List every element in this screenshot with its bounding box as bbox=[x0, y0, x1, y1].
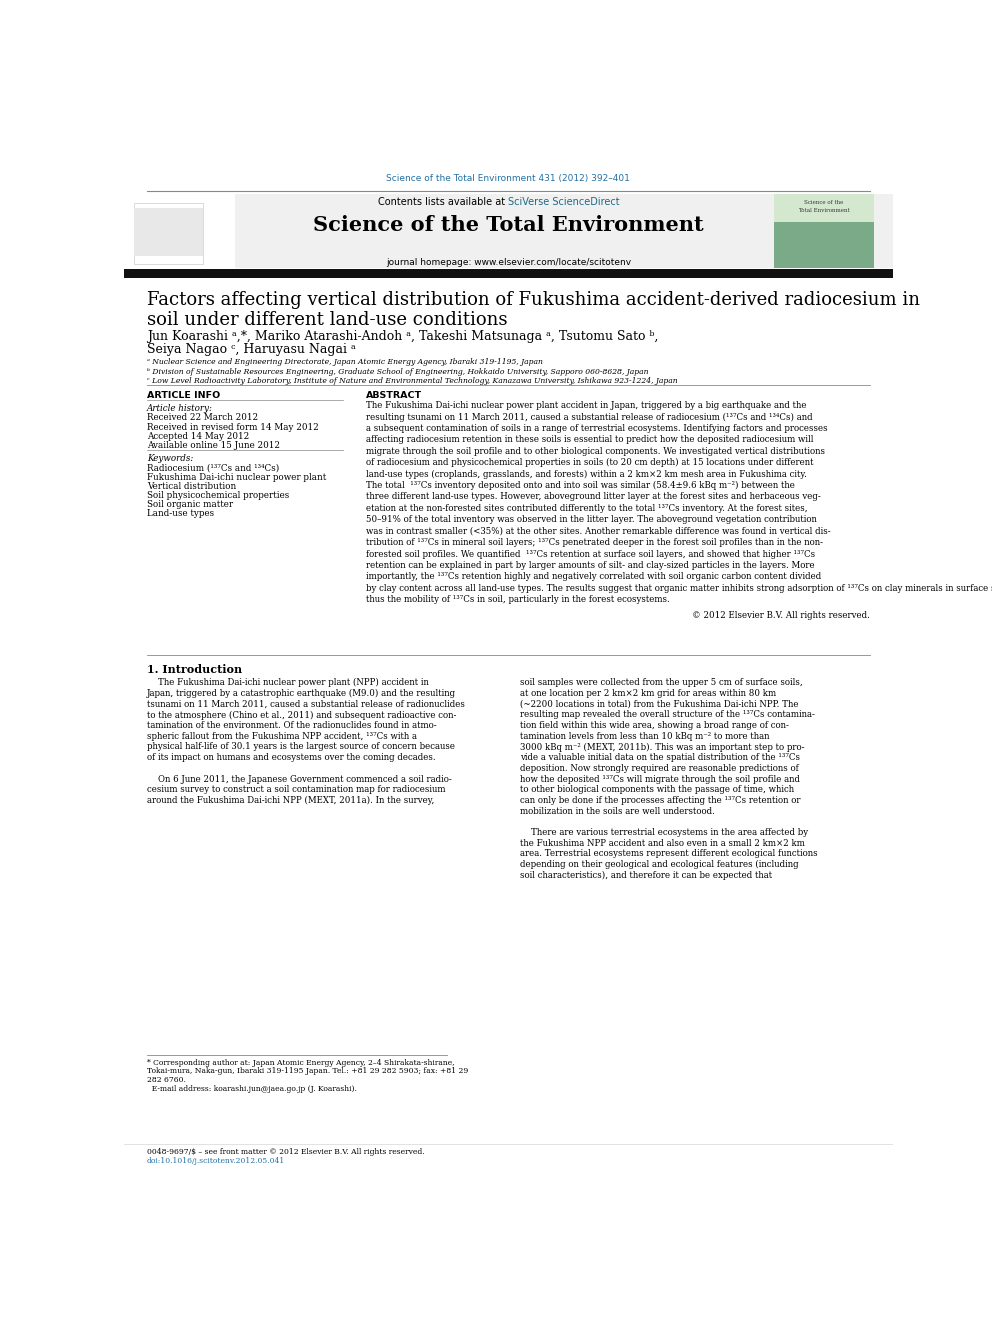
Text: Soil organic matter: Soil organic matter bbox=[147, 500, 233, 509]
Text: to other biological components with the passage of time, which: to other biological components with the … bbox=[520, 786, 794, 794]
Text: cesium survey to construct a soil contamination map for radiocesium: cesium survey to construct a soil contam… bbox=[147, 786, 445, 794]
Text: 0048-9697/$ – see front matter © 2012 Elsevier B.V. All rights reserved.: 0048-9697/$ – see front matter © 2012 El… bbox=[147, 1148, 425, 1156]
Text: the Fukushima NPP accident and also even in a small 2 km×2 km: the Fukushima NPP accident and also even… bbox=[520, 839, 805, 848]
Text: area. Terrestrial ecosystems represent different ecological functions: area. Terrestrial ecosystems represent d… bbox=[520, 849, 817, 859]
Text: Japan, triggered by a catastrophic earthquake (M9.0) and the resulting: Japan, triggered by a catastrophic earth… bbox=[147, 689, 456, 699]
Text: of its impact on humans and ecosystems over the coming decades.: of its impact on humans and ecosystems o… bbox=[147, 753, 435, 762]
Text: Received in revised form 14 May 2012: Received in revised form 14 May 2012 bbox=[147, 422, 318, 431]
Text: affecting radiocesium retention in these soils is essential to predict how the d: affecting radiocesium retention in these… bbox=[366, 435, 813, 445]
Text: Available online 15 June 2012: Available online 15 June 2012 bbox=[147, 441, 280, 450]
Text: Science of the: Science of the bbox=[804, 200, 843, 205]
Text: tion field within this wide area, showing a broad range of con-: tion field within this wide area, showin… bbox=[520, 721, 789, 730]
Text: a subsequent contamination of soils in a range of terrestrial ecosystems. Identi: a subsequent contamination of soils in a… bbox=[366, 425, 827, 433]
Text: was in contrast smaller (<35%) at the other sites. Another remarkable difference: was in contrast smaller (<35%) at the ot… bbox=[366, 527, 830, 536]
Text: Vertical distribution: Vertical distribution bbox=[147, 482, 236, 491]
Text: (~2200 locations in total) from the Fukushima Dai-ichi NPP. The: (~2200 locations in total) from the Fuku… bbox=[520, 700, 799, 709]
Text: forested soil profiles. We quantified  ¹³⁷Cs retention at surface soil layers, a: forested soil profiles. We quantified ¹³… bbox=[366, 549, 815, 558]
Text: around the Fukushima Dai-ichi NPP (MEXT, 2011a). In the survey,: around the Fukushima Dai-ichi NPP (MEXT,… bbox=[147, 796, 434, 806]
Text: 50–91% of the total inventory was observed in the litter layer. The aboveground : 50–91% of the total inventory was observ… bbox=[366, 515, 817, 524]
Text: mobilization in the soils are well understood.: mobilization in the soils are well under… bbox=[520, 807, 715, 816]
Text: Land-use types: Land-use types bbox=[147, 509, 214, 519]
Bar bbox=[124, 269, 893, 278]
Text: etation at the non-forested sites contributed differently to the total ¹³⁷Cs inv: etation at the non-forested sites contri… bbox=[366, 504, 807, 513]
Text: tsunami on 11 March 2011, caused a substantial release of radionuclides: tsunami on 11 March 2011, caused a subst… bbox=[147, 700, 465, 709]
Text: Total Environment: Total Environment bbox=[798, 208, 849, 213]
Text: Soil physicochemical properties: Soil physicochemical properties bbox=[147, 491, 290, 500]
Text: deposition. Now strongly required are reasonable predictions of: deposition. Now strongly required are re… bbox=[520, 763, 799, 773]
Text: There are various terrestrial ecosystems in the area affected by: There are various terrestrial ecosystems… bbox=[520, 828, 808, 837]
Text: tamination levels from less than 10 kBq m⁻² to more than: tamination levels from less than 10 kBq … bbox=[520, 732, 770, 741]
Text: soil characteristics), and therefore it can be expected that: soil characteristics), and therefore it … bbox=[520, 871, 772, 880]
Text: Radiocesium (¹³⁷Cs and ¹³⁴Cs): Radiocesium (¹³⁷Cs and ¹³⁴Cs) bbox=[147, 463, 280, 472]
Text: how the deposited ¹³⁷Cs will migrate through the soil profile and: how the deposited ¹³⁷Cs will migrate thr… bbox=[520, 774, 800, 783]
Text: Factors affecting vertical distribution of Fukushima accident-derived radiocesiu: Factors affecting vertical distribution … bbox=[147, 291, 920, 310]
Text: tribution of ¹³⁷Cs in mineral soil layers; ¹³⁷Cs penetrated deeper in the forest: tribution of ¹³⁷Cs in mineral soil layer… bbox=[366, 538, 823, 548]
Text: retention can be explained in part by larger amounts of silt- and clay-sized par: retention can be explained in part by la… bbox=[366, 561, 814, 570]
Text: at one location per 2 km×2 km grid for areas within 80 km: at one location per 2 km×2 km grid for a… bbox=[520, 689, 776, 699]
Text: Received 22 March 2012: Received 22 March 2012 bbox=[147, 413, 258, 422]
Text: Fukushima Dai-ichi nuclear power plant: Fukushima Dai-ichi nuclear power plant bbox=[147, 472, 326, 482]
Text: resulting map revealed the overall structure of the ¹³⁷Cs contamina-: resulting map revealed the overall struc… bbox=[520, 710, 814, 720]
Text: ARTICLE INFO: ARTICLE INFO bbox=[147, 392, 220, 400]
Text: E-mail address: koarashi.jun@jaea.go.jp (J. Koarashi).: E-mail address: koarashi.jun@jaea.go.jp … bbox=[147, 1085, 357, 1093]
Text: Science of the Total Environment: Science of the Total Environment bbox=[313, 214, 703, 234]
Bar bbox=[124, 194, 893, 267]
Text: Science of the Total Environment 431 (2012) 392–401: Science of the Total Environment 431 (20… bbox=[387, 175, 630, 183]
Bar bbox=[134, 202, 203, 263]
Text: to the atmosphere (Chino et al., 2011) and subsequent radioactive con-: to the atmosphere (Chino et al., 2011) a… bbox=[147, 710, 456, 720]
Text: © 2012 Elsevier B.V. All rights reserved.: © 2012 Elsevier B.V. All rights reserved… bbox=[691, 611, 870, 619]
Text: tamination of the environment. Of the radionuclides found in atmo-: tamination of the environment. Of the ra… bbox=[147, 721, 436, 730]
Text: physical half-life of 30.1 years is the largest source of concern because: physical half-life of 30.1 years is the … bbox=[147, 742, 455, 751]
Text: 1. Introduction: 1. Introduction bbox=[147, 664, 242, 675]
Text: The Fukushima Dai-ichi nuclear power plant accident in Japan, triggered by a big: The Fukushima Dai-ichi nuclear power pla… bbox=[366, 401, 806, 410]
Text: ᵃ Nuclear Science and Engineering Directorate, Japan Atomic Energy Agency, Ibara: ᵃ Nuclear Science and Engineering Direct… bbox=[147, 359, 543, 366]
Text: journal homepage: www.elsevier.com/locate/scitotenv: journal homepage: www.elsevier.com/locat… bbox=[386, 258, 631, 266]
Text: SciVerse ScienceDirect: SciVerse ScienceDirect bbox=[509, 197, 620, 208]
Text: * Corresponding author at: Japan Atomic Energy Agency, 2–4 Shirakata-shirane,: * Corresponding author at: Japan Atomic … bbox=[147, 1060, 454, 1068]
Text: Article history:: Article history: bbox=[147, 405, 213, 413]
Bar bbox=[124, 194, 235, 267]
Text: doi:10.1016/j.scitotenv.2012.05.041: doi:10.1016/j.scitotenv.2012.05.041 bbox=[147, 1158, 286, 1166]
Text: importantly, the ¹³⁷Cs retention highly and negatively correlated with soil orga: importantly, the ¹³⁷Cs retention highly … bbox=[366, 573, 821, 581]
Text: ELSEVIER: ELSEVIER bbox=[148, 232, 188, 239]
Text: Accepted 14 May 2012: Accepted 14 May 2012 bbox=[147, 431, 249, 441]
Text: 282 6760.: 282 6760. bbox=[147, 1076, 186, 1084]
Text: Tokai-mura, Naka-gun, Ibaraki 319-1195 Japan. Tel.: +81 29 282 5903; fax: +81 29: Tokai-mura, Naka-gun, Ibaraki 319-1195 J… bbox=[147, 1068, 468, 1076]
Text: thus the mobility of ¹³⁷Cs in soil, particularly in the forest ecosystems.: thus the mobility of ¹³⁷Cs in soil, part… bbox=[366, 595, 670, 605]
Text: land-use types (croplands, grasslands, and forests) within a 2 km×2 km mesh area: land-use types (croplands, grasslands, a… bbox=[366, 470, 807, 479]
Text: three different land-use types. However, aboveground litter layer at the forest : three different land-use types. However,… bbox=[366, 492, 821, 501]
Text: can only be done if the processes affecting the ¹³⁷Cs retention or: can only be done if the processes affect… bbox=[520, 796, 801, 804]
Text: vide a valuable initial data on the spatial distribution of the ¹³⁷Cs: vide a valuable initial data on the spat… bbox=[520, 753, 800, 762]
Text: Contents lists available at: Contents lists available at bbox=[378, 197, 509, 208]
Text: Keywords:: Keywords: bbox=[147, 454, 193, 463]
Text: 3000 kBq m⁻² (MEXT, 2011b). This was an important step to pro-: 3000 kBq m⁻² (MEXT, 2011b). This was an … bbox=[520, 742, 805, 751]
Text: migrate through the soil profile and to other biological components. We investig: migrate through the soil profile and to … bbox=[366, 447, 825, 456]
Text: spheric fallout from the Fukushima NPP accident, ¹³⁷Cs with a: spheric fallout from the Fukushima NPP a… bbox=[147, 732, 417, 741]
Text: Seiya Nagao ᶜ, Haruyasu Nagai ᵃ: Seiya Nagao ᶜ, Haruyasu Nagai ᵃ bbox=[147, 343, 356, 356]
Text: by clay content across all land-use types. The results suggest that organic matt: by clay content across all land-use type… bbox=[366, 583, 992, 593]
Bar bbox=[774, 194, 874, 267]
Text: ABSTRACT: ABSTRACT bbox=[366, 392, 423, 400]
Bar bbox=[774, 222, 874, 267]
Text: Jun Koarashi ᵃ,*, Mariko Atarashi-Andoh ᵃ, Takeshi Matsunaga ᵃ, Tsutomu Sato ᵇ,: Jun Koarashi ᵃ,*, Mariko Atarashi-Andoh … bbox=[147, 329, 659, 343]
Text: soil under different land-use conditions: soil under different land-use conditions bbox=[147, 311, 508, 328]
Text: Elsevier: Elsevier bbox=[153, 208, 185, 213]
Text: The total  ¹³⁷Cs inventory deposited onto and into soil was similar (58.4±9.6 kB: The total ¹³⁷Cs inventory deposited onto… bbox=[366, 482, 795, 491]
Text: of radiocesium and physicochemical properties in soils (to 20 cm depth) at 15 lo: of radiocesium and physicochemical prope… bbox=[366, 458, 813, 467]
Text: resulting tsunami on 11 March 2011, caused a substantial release of radiocesium : resulting tsunami on 11 March 2011, caus… bbox=[366, 413, 812, 422]
Bar bbox=[134, 208, 203, 255]
Text: depending on their geological and ecological features (including: depending on their geological and ecolog… bbox=[520, 860, 799, 869]
Text: ᶜ Low Level Radioactivity Laboratory, Institute of Nature and Environmental Tech: ᶜ Low Level Radioactivity Laboratory, In… bbox=[147, 377, 678, 385]
Text: ᵇ Division of Sustainable Resources Engineering, Graduate School of Engineering,: ᵇ Division of Sustainable Resources Engi… bbox=[147, 368, 649, 376]
Text: On 6 June 2011, the Japanese Government commenced a soil radio-: On 6 June 2011, the Japanese Government … bbox=[147, 774, 451, 783]
Text: The Fukushima Dai-ichi nuclear power plant (NPP) accident in: The Fukushima Dai-ichi nuclear power pla… bbox=[147, 679, 429, 688]
Text: soil samples were collected from the upper 5 cm of surface soils,: soil samples were collected from the upp… bbox=[520, 679, 803, 688]
